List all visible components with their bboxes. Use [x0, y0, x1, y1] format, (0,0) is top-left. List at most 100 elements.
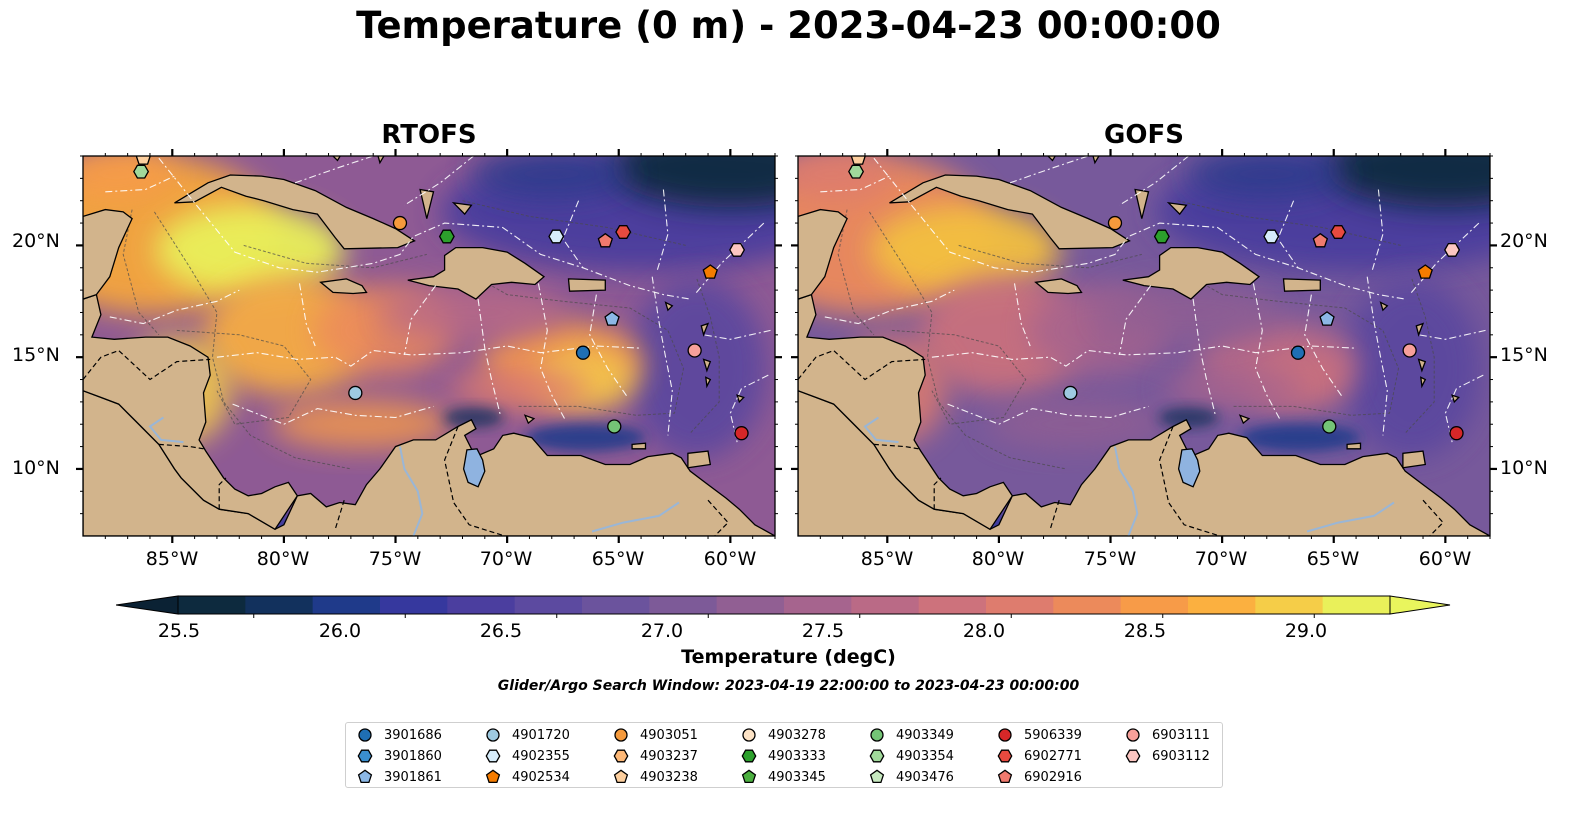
eez-line: [232, 403, 434, 425]
isobath-line: [1159, 258, 1400, 416]
landmass-bahamas1: [332, 156, 341, 162]
legend-marker: [997, 749, 1013, 763]
isobath-contours: [837, 200, 1435, 470]
eez-line: [729, 374, 769, 443]
landmass-antilles4: [1451, 394, 1460, 404]
landmass-bahamas3: [1134, 188, 1150, 219]
temperature-field: [1341, 278, 1482, 459]
legend-label: 3901861: [384, 769, 442, 785]
legend-item: 6903112: [1124, 746, 1210, 766]
legend-marker-hexagon-icon: [741, 749, 757, 763]
legend-label: 6902916: [1024, 769, 1082, 785]
legend-marker-circle-icon: [742, 728, 756, 742]
landmass-antilles5: [1379, 301, 1389, 312]
legend-item: 4903345: [740, 767, 826, 787]
marker-4903051: [1107, 215, 1123, 231]
legend-marker: [741, 769, 757, 784]
colorbar-segment: [1120, 596, 1189, 614]
legend-label: 3901860: [384, 748, 442, 764]
legend-label: 4903051: [640, 727, 698, 743]
colorbar-segment: [851, 596, 920, 614]
colorbar-segment: [1255, 596, 1324, 614]
colorbar-tick-label: 29.0: [1284, 620, 1328, 642]
legend-marker-pentagon-icon: [485, 769, 501, 784]
legend-marker-circle-icon: [486, 728, 500, 742]
marker-6902916: [597, 232, 614, 248]
legend-item: 4903238: [612, 767, 698, 787]
marker-5906339: [734, 426, 749, 441]
legend-marker-circle-icon: [870, 728, 884, 742]
legend-marker-pentagon-icon: [741, 769, 757, 784]
eez-line: [824, 289, 955, 325]
marker-4903238: [850, 156, 866, 165]
colorbar-segment: [582, 596, 650, 614]
legend-label: 6903112: [1152, 748, 1210, 764]
landmass-cuba: [889, 174, 1131, 250]
legend-marker: [741, 749, 757, 763]
isobath-line: [444, 258, 685, 416]
lake-maracaibo: [1177, 448, 1201, 488]
eez-line: [105, 175, 175, 193]
landmass-puertorico: [1282, 278, 1321, 292]
marker-4902355: [1263, 229, 1280, 244]
platform-legend: 3901686 3901860 3901861 4901720 4902355 49025…: [345, 722, 1223, 788]
legend-item: 4903333: [740, 746, 826, 766]
landmass-central_america: [83, 293, 299, 531]
marker-6903111: [1402, 343, 1417, 358]
colorbar-tick-label: 28.0: [962, 620, 1006, 642]
legend-label: 4902355: [512, 748, 570, 764]
colorbar-over-extension: [1389, 595, 1451, 615]
marker-4903333: [438, 229, 455, 244]
marker-4902534: [702, 264, 718, 279]
temperature-field: [443, 407, 504, 428]
temperature-field: [610, 156, 775, 208]
landmass-jamaica: [319, 278, 368, 295]
river: [148, 416, 184, 444]
landmass-puertorico: [567, 278, 606, 292]
eez-line: [656, 189, 669, 273]
colorbar-segment: [649, 596, 718, 614]
landmass-antilles4: [736, 394, 745, 404]
lon-label-70w-gofs: 70°W: [1194, 548, 1248, 570]
legend-label: 4903333: [768, 748, 826, 764]
marker-3901861: [604, 311, 620, 326]
temperature-field: [1158, 407, 1219, 428]
landmass-antilles3: [705, 376, 712, 389]
landmass-antilles2: [702, 358, 712, 373]
marker-3901861: [1319, 311, 1335, 326]
landmass-yucatan: [798, 208, 848, 300]
landmass-trinidad: [1402, 450, 1427, 469]
legend-marker: [997, 769, 1013, 784]
legend-marker-hexagon-icon: [1125, 749, 1141, 763]
legend-marker: [613, 749, 629, 763]
country-border: [334, 500, 345, 530]
legend-marker-circle-icon: [358, 728, 372, 742]
isobath-line: [868, 211, 1066, 470]
river: [1306, 501, 1395, 533]
legend-label: 4903237: [640, 748, 698, 764]
landmass-antilles2: [1417, 358, 1427, 373]
legend-marker-hexagon-icon: [997, 749, 1013, 763]
temperature-field: [471, 156, 632, 199]
eez-line: [294, 156, 374, 184]
eez-line: [216, 345, 642, 367]
legend-marker: [742, 728, 756, 742]
marker-4901720: [1063, 385, 1078, 401]
gofs-temperature-map: [791, 149, 1497, 543]
isobath-line: [837, 209, 875, 336]
legend-label: 4903354: [896, 748, 954, 764]
country-border: [158, 443, 204, 450]
marker-4903349: [1322, 419, 1337, 434]
legend-marker-pentagon-icon: [869, 769, 885, 784]
temperature-field: [1240, 423, 1361, 452]
legend-item: 3901686: [356, 725, 442, 745]
temperature-field: [987, 399, 1168, 450]
marker-4903354: [133, 164, 150, 179]
eez-line: [589, 294, 629, 398]
figure-title: Temperature (0 m) - 2023-04-23 00:00:00: [356, 4, 1221, 47]
isobath-line: [122, 209, 160, 336]
legend-item: 4903237: [612, 746, 698, 766]
legend-marker: [613, 769, 629, 784]
temperature-field: [155, 204, 346, 295]
isobath-line: [689, 278, 720, 434]
